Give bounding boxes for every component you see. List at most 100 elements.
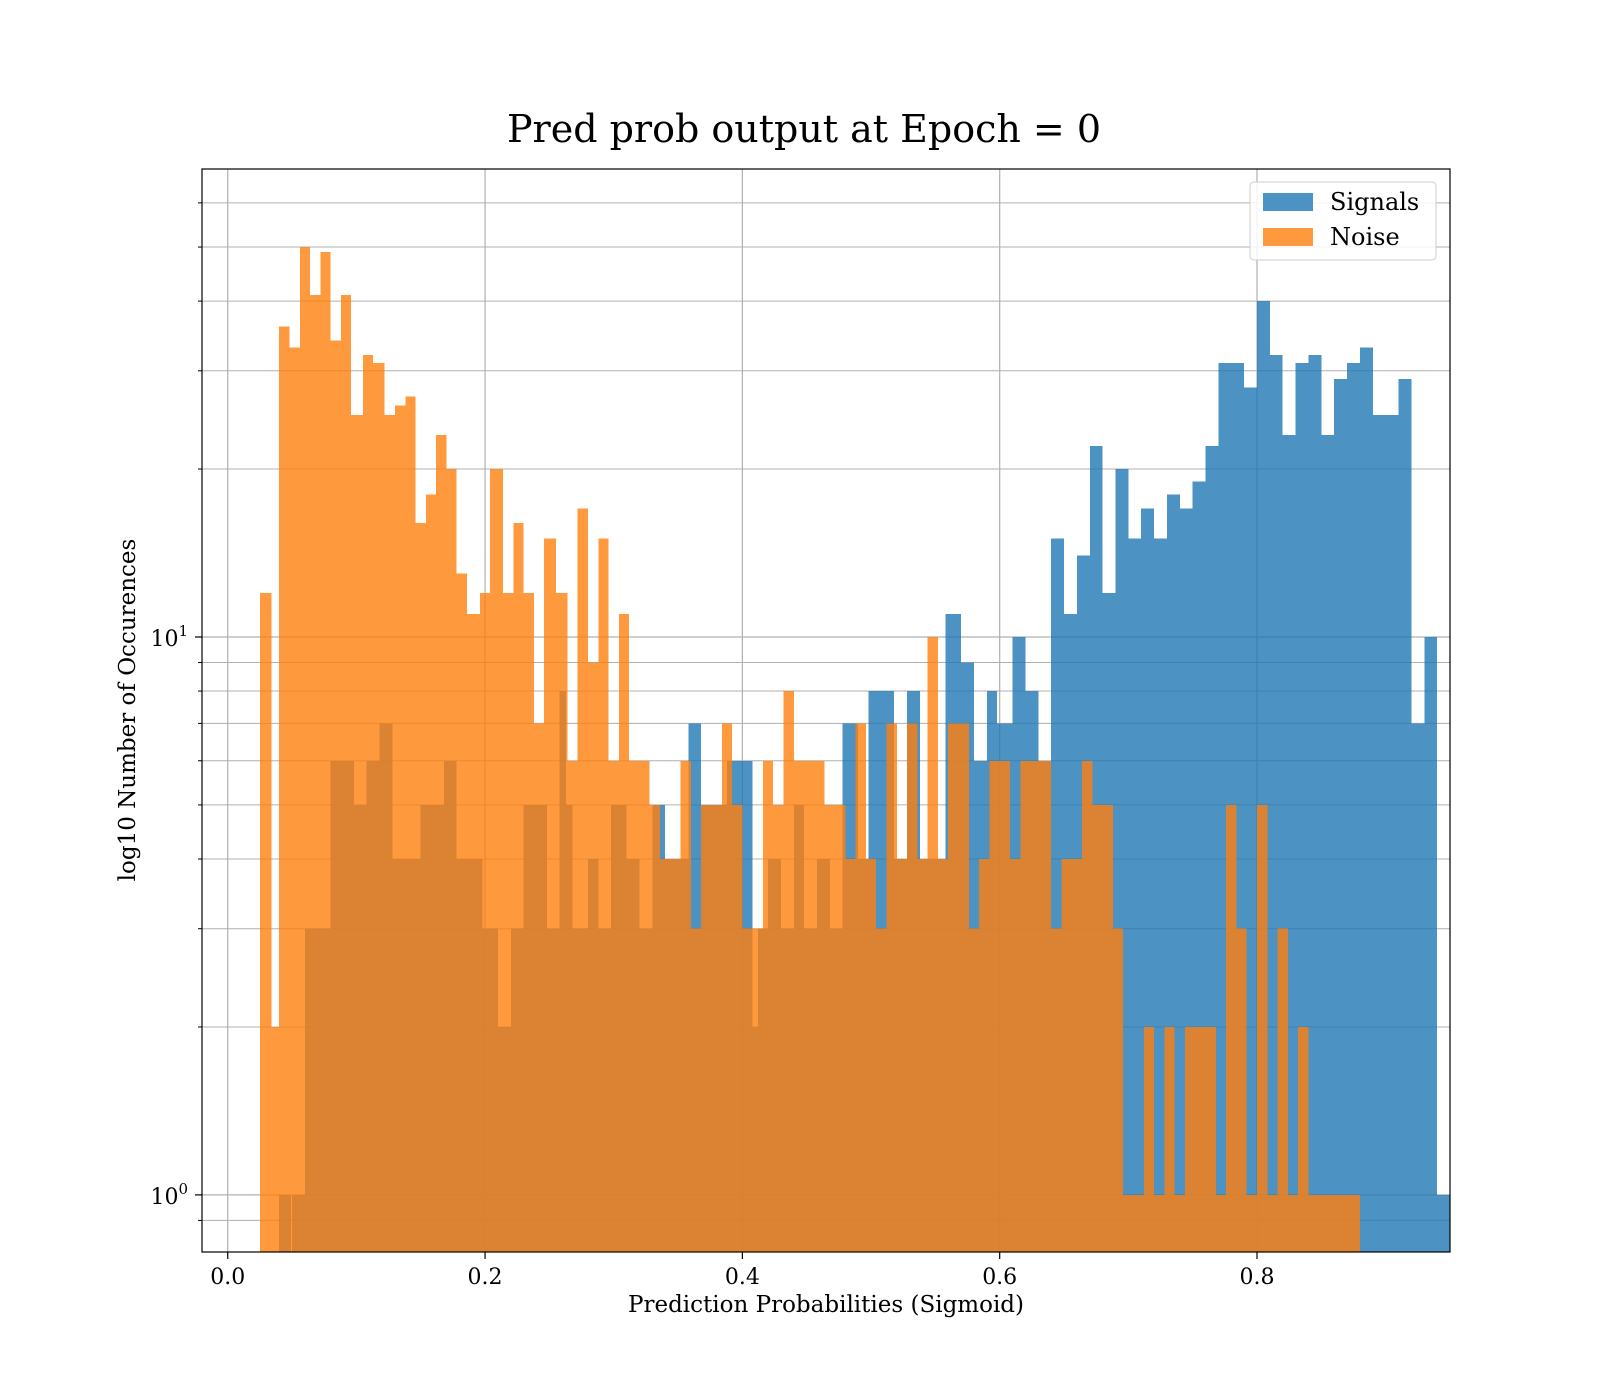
noise-bar [1308, 1194, 1319, 1252]
noise-bar [415, 523, 426, 1252]
noise-bar [1092, 804, 1103, 1252]
y-tick-label: 101 [150, 622, 188, 652]
noise-bar [405, 396, 416, 1252]
noise-bar [783, 691, 794, 1252]
noise-bar [1123, 1194, 1134, 1252]
signals-bar [1244, 387, 1258, 1252]
noise-bar [533, 723, 545, 1252]
noise-bar [259, 592, 272, 1252]
signals-bar [1385, 414, 1399, 1252]
noise-bar [804, 760, 815, 1252]
y-tick-exponent: 1 [178, 622, 188, 640]
signals-bar [1437, 1194, 1450, 1252]
noise-bar [467, 613, 480, 1252]
signals-bar [1372, 414, 1386, 1252]
noise-bar [479, 592, 491, 1252]
noise-bar [1071, 858, 1083, 1252]
signals-bar [1398, 379, 1412, 1252]
noise-bar [762, 760, 774, 1252]
noise-bar [340, 295, 352, 1253]
noise-bar [742, 928, 753, 1252]
noise-bar [1164, 1026, 1175, 1252]
x-tick-label: 0.0 [210, 1265, 245, 1290]
noise-bar [1133, 1194, 1144, 1252]
noise-bar [1020, 760, 1031, 1252]
noise-bar [279, 326, 290, 1253]
noise-bar [446, 469, 457, 1252]
noise-bar [845, 858, 856, 1252]
noise-bar [608, 760, 619, 1252]
noise-bar [1009, 858, 1021, 1252]
noise-bar [958, 723, 969, 1252]
x-tick-label: 0.2 [468, 1265, 503, 1290]
noise-bar [680, 760, 691, 1252]
series-noise [259, 247, 1360, 1253]
noise-bar [1102, 804, 1113, 1252]
noise-bar [373, 362, 385, 1252]
noise-bar [577, 508, 588, 1252]
noise-bar [351, 414, 363, 1252]
noise-bar [330, 340, 341, 1252]
noise-bar [835, 804, 846, 1252]
noise-bar [752, 928, 763, 1252]
noise-bar [1257, 804, 1268, 1252]
noise-bar [1349, 1194, 1360, 1252]
signals-bar [1411, 723, 1425, 1252]
noise-bar [690, 928, 702, 1252]
x-tick-label: 0.8 [1240, 1265, 1275, 1290]
noise-bar [1205, 1026, 1216, 1252]
noise-bar [598, 538, 609, 1252]
noise-bar [394, 405, 406, 1252]
noise-bar [896, 858, 908, 1252]
noise-bar [917, 858, 928, 1252]
noise-bar [968, 928, 980, 1252]
noise-bar [1112, 928, 1124, 1252]
noise-bar [555, 592, 568, 1252]
noise-bar [1030, 760, 1041, 1252]
noise-bar [1339, 1194, 1350, 1252]
x-tick-label: 0.6 [982, 1265, 1017, 1290]
noise-bar [907, 723, 918, 1252]
noise-bar [425, 494, 437, 1252]
noise-bar [1236, 928, 1247, 1252]
noise-bar [1329, 1194, 1340, 1252]
y-tick-base: 10 [150, 1185, 178, 1210]
noise-bar [989, 760, 1000, 1252]
noise-bar [490, 469, 504, 1252]
x-axis-label: Prediction Probabilities (Sigmoid) [628, 1292, 1024, 1318]
noise-bar [544, 538, 556, 1252]
noise-bar [660, 858, 671, 1252]
y-tick-base: 10 [150, 627, 178, 652]
chart-title: Pred prob output at Epoch = 0 [507, 107, 1101, 151]
noise-bar [865, 858, 877, 1252]
noise-bar [1154, 1194, 1165, 1252]
noise-bar [289, 347, 300, 1252]
noise-bar [384, 414, 395, 1252]
signals-bar [1321, 435, 1335, 1252]
noise-bar [1226, 804, 1237, 1252]
noise-bar [721, 723, 733, 1252]
noise-bar [1184, 1026, 1196, 1252]
noise-bar [1143, 1026, 1155, 1252]
bars [259, 247, 1450, 1253]
noise-bar [1195, 1026, 1206, 1252]
noise-bar [732, 804, 743, 1252]
plot-frame [201, 168, 1451, 1253]
noise-bar [523, 592, 534, 1252]
noise-bar [999, 760, 1010, 1252]
noise-bar [618, 613, 630, 1252]
noise-bar [639, 760, 650, 1252]
noise-bar [1061, 858, 1072, 1252]
signals-bar [1424, 636, 1438, 1252]
legend-swatch-signals [1263, 193, 1313, 211]
y-tick-exponent: 0 [178, 1180, 188, 1198]
legend-label-signals: Signals [1330, 188, 1419, 216]
noise-bar [649, 804, 661, 1252]
noise-bar [1246, 1194, 1258, 1252]
noise-bar [1318, 1194, 1330, 1252]
noise-bar [793, 760, 805, 1252]
legend-swatch-noise [1263, 228, 1313, 246]
noise-bar [937, 858, 949, 1252]
